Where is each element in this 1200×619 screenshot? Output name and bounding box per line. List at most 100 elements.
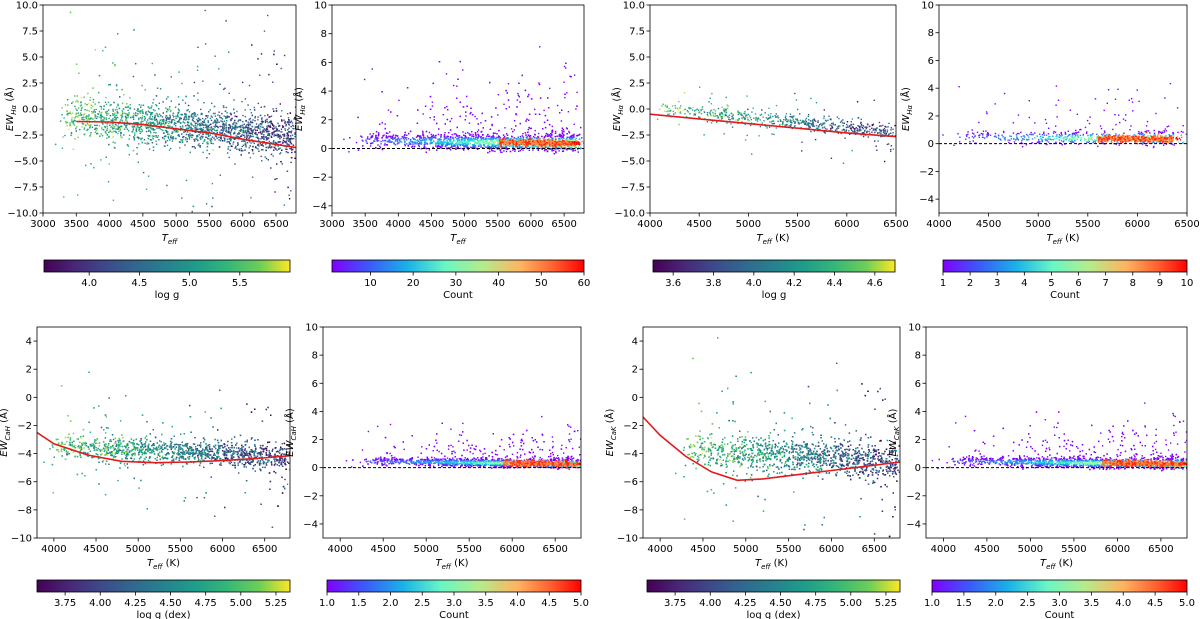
data-point bbox=[108, 136, 110, 138]
data-point bbox=[254, 132, 256, 135]
data-point bbox=[492, 150, 494, 152]
data-point bbox=[456, 97, 458, 99]
data-point bbox=[485, 142, 488, 145]
data-point bbox=[142, 171, 145, 174]
data-point bbox=[170, 135, 172, 137]
data-point bbox=[531, 146, 534, 149]
data-point bbox=[181, 114, 183, 116]
data-point bbox=[104, 131, 107, 133]
data-point bbox=[241, 129, 243, 131]
data-point bbox=[561, 147, 563, 149]
data-point bbox=[171, 138, 173, 140]
data-point bbox=[125, 117, 128, 119]
data-point bbox=[195, 128, 198, 130]
data-point bbox=[191, 119, 194, 121]
data-point bbox=[513, 129, 515, 131]
data-point bbox=[279, 257, 280, 258]
data-point bbox=[280, 128, 283, 130]
data-point bbox=[499, 149, 502, 152]
data-point bbox=[206, 124, 208, 127]
data-point bbox=[252, 141, 254, 143]
data-point bbox=[189, 132, 191, 135]
data-point bbox=[389, 131, 391, 133]
data-point bbox=[510, 144, 513, 146]
data-point bbox=[249, 122, 251, 124]
data-point bbox=[450, 117, 453, 120]
data-point bbox=[447, 109, 449, 111]
data-point bbox=[189, 134, 191, 136]
data-point bbox=[480, 122, 482, 124]
data-point bbox=[290, 120, 293, 122]
data-point bbox=[210, 126, 213, 128]
data-point bbox=[225, 128, 227, 131]
data-point bbox=[109, 130, 111, 133]
data-point bbox=[105, 96, 107, 99]
data-point bbox=[398, 99, 400, 102]
data-point bbox=[452, 145, 455, 147]
data-point bbox=[412, 145, 414, 147]
data-point bbox=[208, 138, 210, 140]
data-point bbox=[381, 91, 383, 93]
data-point bbox=[146, 126, 148, 128]
data-point bbox=[264, 120, 267, 123]
data-point bbox=[281, 120, 283, 122]
data-point bbox=[223, 115, 225, 117]
data-point bbox=[158, 127, 160, 129]
data-point bbox=[107, 181, 110, 183]
data-point bbox=[255, 133, 257, 135]
data-point bbox=[467, 141, 469, 144]
data-point bbox=[221, 112, 223, 115]
data-point bbox=[175, 137, 177, 140]
data-point bbox=[148, 135, 150, 137]
data-point bbox=[268, 144, 271, 146]
data-point bbox=[465, 141, 467, 144]
data-point bbox=[223, 125, 226, 127]
data-point bbox=[194, 138, 197, 140]
data-point bbox=[69, 111, 72, 113]
data-point bbox=[231, 145, 233, 148]
data-point bbox=[568, 137, 571, 139]
data-point bbox=[114, 118, 116, 121]
data-point bbox=[183, 118, 186, 120]
data-point bbox=[541, 135, 543, 138]
data-point bbox=[87, 102, 90, 105]
data-point bbox=[377, 135, 379, 137]
data-point bbox=[66, 113, 68, 116]
data-point bbox=[524, 132, 527, 134]
data-point bbox=[288, 131, 291, 133]
data-point bbox=[106, 123, 108, 125]
data-point bbox=[385, 135, 387, 137]
data-point bbox=[200, 119, 202, 121]
data-point bbox=[149, 121, 152, 124]
data-point bbox=[110, 126, 112, 128]
data-point bbox=[191, 146, 194, 148]
data-point bbox=[101, 120, 103, 122]
data-point bbox=[162, 112, 164, 114]
data-point bbox=[244, 149, 246, 151]
data-point bbox=[182, 125, 184, 127]
data-point bbox=[272, 127, 274, 129]
data-point bbox=[503, 150, 505, 152]
data-point bbox=[238, 132, 240, 134]
data-point bbox=[150, 132, 152, 134]
data-point bbox=[477, 133, 479, 136]
data-point bbox=[287, 137, 289, 140]
data-point bbox=[241, 126, 244, 129]
data-point bbox=[193, 138, 195, 141]
data-point bbox=[410, 138, 412, 141]
data-point bbox=[196, 138, 198, 140]
data-point bbox=[174, 106, 177, 108]
data-point bbox=[479, 142, 481, 144]
data-point bbox=[280, 131, 282, 133]
data-point bbox=[263, 128, 266, 130]
data-point bbox=[241, 134, 243, 136]
data-point bbox=[214, 112, 216, 115]
data-point bbox=[265, 129, 267, 131]
data-point bbox=[168, 122, 170, 125]
data-point bbox=[164, 135, 167, 137]
data-point bbox=[265, 157, 268, 160]
data-point bbox=[248, 118, 251, 121]
data-point bbox=[493, 144, 495, 146]
data-point bbox=[86, 129, 88, 131]
data-point bbox=[233, 133, 235, 135]
